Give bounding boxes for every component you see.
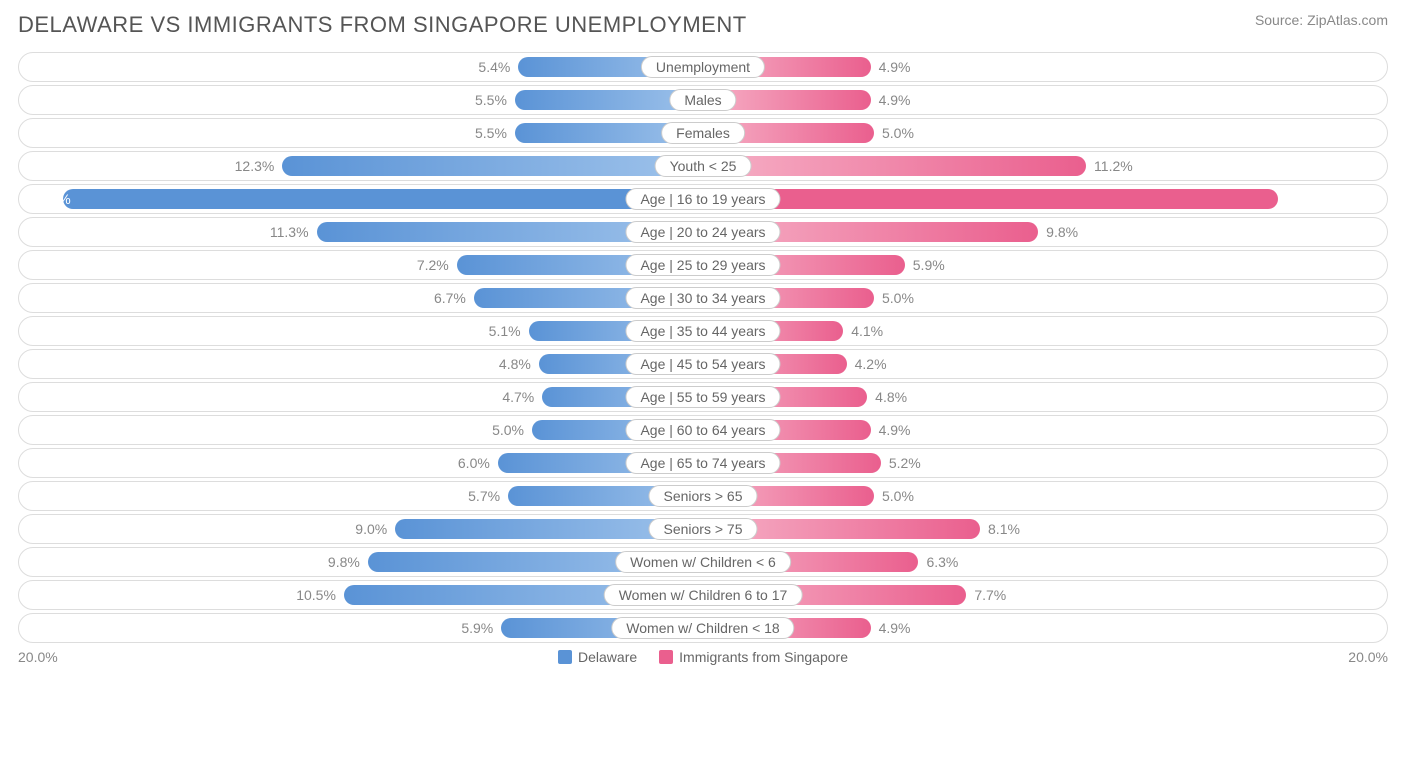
value-right: 7.7% bbox=[974, 587, 1006, 603]
value-left: 4.8% bbox=[499, 356, 531, 372]
value-left: 5.9% bbox=[461, 620, 493, 636]
value-left: 5.5% bbox=[475, 92, 507, 108]
value-left: 10.5% bbox=[296, 587, 336, 603]
value-left: 18.7% bbox=[31, 191, 71, 207]
value-right: 5.0% bbox=[882, 290, 914, 306]
value-left: 4.7% bbox=[502, 389, 534, 405]
value-right: 4.1% bbox=[851, 323, 883, 339]
value-left: 5.1% bbox=[489, 323, 521, 339]
value-right: 16.8% bbox=[1335, 191, 1375, 207]
bar-left bbox=[282, 156, 703, 176]
row-track: 5.4% 4.9% Unemployment bbox=[18, 52, 1388, 82]
category-label: Seniors > 75 bbox=[649, 518, 758, 540]
value-left: 5.4% bbox=[478, 59, 510, 75]
row-track: 6.7% 5.0% Age | 30 to 34 years bbox=[18, 283, 1388, 313]
row-track: 5.7% 5.0% Seniors > 65 bbox=[18, 481, 1388, 511]
value-left: 7.2% bbox=[417, 257, 449, 273]
value-right: 11.2% bbox=[1094, 158, 1133, 174]
row-track: 9.0% 8.1% Seniors > 75 bbox=[18, 514, 1388, 544]
category-label: Age | 20 to 24 years bbox=[625, 221, 780, 243]
value-left: 6.0% bbox=[458, 455, 490, 471]
bar-right bbox=[703, 189, 1278, 209]
value-right: 9.8% bbox=[1046, 224, 1078, 240]
chart-container: DELAWARE VS IMMIGRANTS FROM SINGAPORE UN… bbox=[0, 0, 1406, 673]
value-right: 5.0% bbox=[882, 488, 914, 504]
category-label: Women w/ Children < 18 bbox=[611, 617, 794, 639]
row-track: 9.8% 6.3% Women w/ Children < 6 bbox=[18, 547, 1388, 577]
value-right: 4.2% bbox=[855, 356, 887, 372]
row-track: 6.0% 5.2% Age | 65 to 74 years bbox=[18, 448, 1388, 478]
legend-label-left: Delaware bbox=[578, 649, 637, 665]
value-left: 11.3% bbox=[270, 224, 309, 240]
category-label: Seniors > 65 bbox=[649, 485, 758, 507]
category-label: Males bbox=[669, 89, 736, 111]
value-right: 5.9% bbox=[913, 257, 945, 273]
rows-area: 5.4% 4.9% Unemployment 5.5% 4.9% Males 5.5% 5.0… bbox=[18, 52, 1388, 643]
category-label: Age | 16 to 19 years bbox=[625, 188, 780, 210]
row-track: 4.8% 4.2% Age | 45 to 54 years bbox=[18, 349, 1388, 379]
value-right: 4.9% bbox=[879, 92, 911, 108]
category-label: Age | 25 to 29 years bbox=[625, 254, 780, 276]
row-track: 12.3% 11.2% Youth < 25 bbox=[18, 151, 1388, 181]
category-label: Youth < 25 bbox=[655, 155, 752, 177]
value-right: 5.2% bbox=[889, 455, 921, 471]
value-right: 4.8% bbox=[875, 389, 907, 405]
value-left: 9.8% bbox=[328, 554, 360, 570]
value-left: 5.0% bbox=[492, 422, 524, 438]
axis-max-left: 20.0% bbox=[18, 649, 58, 665]
legend-swatch-right bbox=[659, 650, 673, 664]
chart-title: DELAWARE VS IMMIGRANTS FROM SINGAPORE UN… bbox=[18, 12, 747, 38]
value-right: 8.1% bbox=[988, 521, 1020, 537]
legend: Delaware Immigrants from Singapore bbox=[58, 649, 1349, 665]
category-label: Females bbox=[661, 122, 745, 144]
category-label: Unemployment bbox=[641, 56, 765, 78]
value-right: 4.9% bbox=[879, 59, 911, 75]
axis-max-right: 20.0% bbox=[1348, 649, 1388, 665]
value-left: 12.3% bbox=[235, 158, 275, 174]
value-left: 5.5% bbox=[475, 125, 507, 141]
row-track: 10.5% 7.7% Women w/ Children 6 to 17 bbox=[18, 580, 1388, 610]
value-right: 5.0% bbox=[882, 125, 914, 141]
legend-swatch-left bbox=[558, 650, 572, 664]
legend-item-right: Immigrants from Singapore bbox=[659, 649, 848, 665]
row-track: 18.7% 16.8% Age | 16 to 19 years bbox=[18, 184, 1388, 214]
row-track: 11.3% 9.8% Age | 20 to 24 years bbox=[18, 217, 1388, 247]
row-track: 4.7% 4.8% Age | 55 to 59 years bbox=[18, 382, 1388, 412]
row-track: 5.0% 4.9% Age | 60 to 64 years bbox=[18, 415, 1388, 445]
category-label: Age | 65 to 74 years bbox=[625, 452, 780, 474]
value-right: 4.9% bbox=[879, 422, 911, 438]
value-right: 6.3% bbox=[926, 554, 958, 570]
category-label: Age | 45 to 54 years bbox=[625, 353, 780, 375]
legend-label-right: Immigrants from Singapore bbox=[679, 649, 848, 665]
category-label: Women w/ Children < 6 bbox=[615, 551, 791, 573]
source-label: Source: ZipAtlas.com bbox=[1255, 12, 1388, 28]
bar-right bbox=[703, 156, 1086, 176]
category-label: Age | 60 to 64 years bbox=[625, 419, 780, 441]
value-left: 5.7% bbox=[468, 488, 500, 504]
row-track: 7.2% 5.9% Age | 25 to 29 years bbox=[18, 250, 1388, 280]
value-left: 9.0% bbox=[355, 521, 387, 537]
footer: 20.0% Delaware Immigrants from Singapore… bbox=[18, 649, 1388, 665]
value-right: 4.9% bbox=[879, 620, 911, 636]
category-label: Age | 55 to 59 years bbox=[625, 386, 780, 408]
category-label: Age | 35 to 44 years bbox=[625, 320, 780, 342]
category-label: Women w/ Children 6 to 17 bbox=[604, 584, 803, 606]
bar-left bbox=[63, 189, 703, 209]
value-left: 6.7% bbox=[434, 290, 466, 306]
row-track: 5.1% 4.1% Age | 35 to 44 years bbox=[18, 316, 1388, 346]
row-track: 5.5% 4.9% Males bbox=[18, 85, 1388, 115]
category-label: Age | 30 to 34 years bbox=[625, 287, 780, 309]
row-track: 5.5% 5.0% Females bbox=[18, 118, 1388, 148]
header: DELAWARE VS IMMIGRANTS FROM SINGAPORE UN… bbox=[18, 12, 1388, 38]
legend-item-left: Delaware bbox=[558, 649, 637, 665]
row-track: 5.9% 4.9% Women w/ Children < 18 bbox=[18, 613, 1388, 643]
